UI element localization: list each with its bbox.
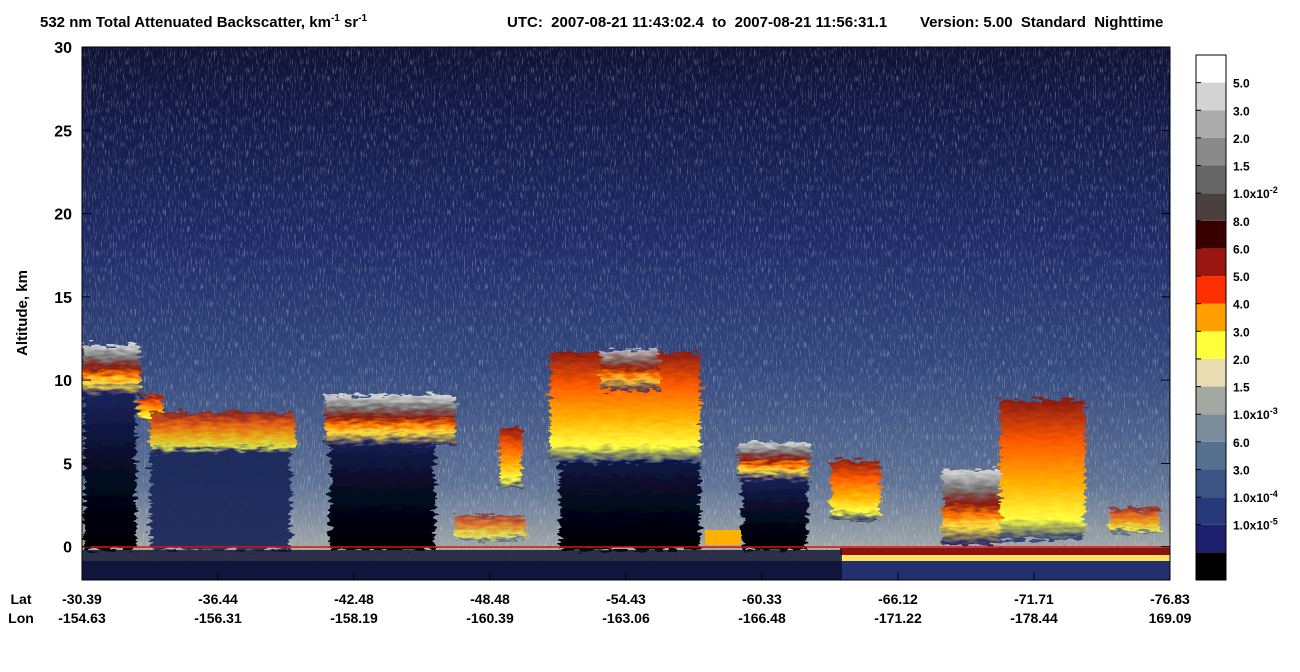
colorbar-label-text: 3.0: [1233, 463, 1250, 477]
colorbar-swatch: [1196, 193, 1226, 221]
colorbar-label-text: 3.0: [1233, 325, 1250, 339]
colorbar-label: 3.0: [1233, 463, 1250, 477]
lat-tick-label: -76.83: [1150, 591, 1190, 607]
colorbar-label: 1.5: [1233, 160, 1250, 174]
y-tick-label: 30: [54, 40, 72, 57]
lon-label: Lon: [8, 610, 34, 626]
colorbar-label-text: 2.0: [1233, 353, 1250, 367]
colorbar-label-text: 5.0: [1233, 270, 1250, 284]
colorbar-swatch: [1196, 441, 1226, 470]
colorbar-label-text: 2.0: [1233, 132, 1250, 146]
lat-tick-label: -48.48: [470, 591, 510, 607]
lon-tick-label: -156.31: [194, 610, 242, 626]
colorbar-swatch: [1196, 220, 1226, 249]
lon-tick-label: -171.22: [874, 610, 922, 626]
colorbar-label: 1.0x10-2: [1233, 185, 1278, 201]
colorbar-label: 1.0x10-4: [1233, 489, 1278, 505]
backscatter-field: [82, 47, 1170, 580]
colorbar-swatch: [1196, 55, 1226, 83]
lon-tick-label: -163.06: [602, 610, 650, 626]
lon-tick-label: -158.19: [330, 610, 378, 626]
colorbar-label: 3.0: [1233, 104, 1250, 118]
colorbar-swatch: [1196, 386, 1226, 415]
colorbar-label-text: 1.0x10: [1233, 187, 1270, 201]
colorbar-swatch: [1196, 276, 1226, 304]
colorbar-label: 3.0: [1233, 325, 1250, 339]
colorbar-label: 2.0: [1233, 353, 1250, 367]
colorbar-label: 5.0: [1233, 77, 1250, 91]
colorbar-label-text: 3.0: [1233, 104, 1250, 118]
colorbar-label-text: 1.5: [1233, 160, 1250, 174]
colorbar-label: 6.0: [1233, 242, 1250, 256]
title-exp: -1: [331, 13, 340, 24]
time-range: UTC: 2007-08-21 11:43:02.4 to 2007-08-21…: [507, 14, 887, 31]
colorbar-label-text: 6.0: [1233, 436, 1250, 450]
colorbar-label: 8.0: [1233, 215, 1250, 229]
colorbar-label-exp: -5: [1270, 517, 1278, 527]
lat-tick-label: -36.44: [198, 591, 238, 607]
lat-tick-label: -60.33: [742, 591, 782, 607]
colorbar-swatch: [1196, 469, 1226, 498]
lon-tick-label: -178.44: [1010, 610, 1058, 626]
colorbar-swatch: [1196, 331, 1226, 359]
colorbar-label-text: 8.0: [1233, 215, 1250, 229]
colorbar-label-text: 4.0: [1233, 298, 1250, 312]
y-tick-label: 15: [54, 290, 72, 307]
colorbar-label-text: 1.0x10: [1233, 491, 1270, 505]
colorbar-frame: [1195, 54, 1227, 581]
title-mid: sr: [340, 14, 359, 31]
colorbar-swatch: [1196, 358, 1226, 387]
lon-tick-label: 169.09: [1149, 610, 1192, 626]
colorbar-label-text: 1.0x10: [1233, 408, 1270, 422]
colorbar-swatch: [1196, 303, 1226, 332]
colorbar-swatch: [1196, 497, 1226, 525]
colorbar-label-text: 1.5: [1233, 381, 1250, 395]
colorbar-label-text: 1.0x10: [1233, 519, 1270, 533]
colorbar-label-exp: -3: [1270, 406, 1278, 416]
colorbar-label-text: 5.0: [1233, 77, 1250, 91]
lat-tick-label: -30.39: [62, 591, 102, 607]
colorbar-swatch: [1196, 137, 1226, 166]
colorbar-label: 1.5: [1233, 381, 1250, 395]
colorbar-swatch: [1196, 165, 1226, 194]
colorbar-swatch: [1196, 524, 1226, 553]
colorbar-label: 1.0x10-5: [1233, 517, 1278, 533]
lon-tick-label: -166.48: [738, 610, 786, 626]
title-exp: -1: [358, 13, 367, 24]
colorbar-label: 1.0x10-3: [1233, 406, 1278, 422]
lat-tick-label: -71.71: [1014, 591, 1054, 607]
lat-tick-label: -54.43: [606, 591, 646, 607]
colorbar-label-exp: -2: [1270, 185, 1278, 195]
colorbar-swatch: [1196, 248, 1226, 277]
colorbar-label: 4.0: [1233, 298, 1250, 312]
y-axis-title: Altitude, km: [14, 270, 31, 356]
chart-title: 532 nm Total Attenuated Backscatter, km-…: [40, 13, 368, 31]
lon-tick-label: -154.63: [58, 610, 106, 626]
lat-tick-label: -42.48: [334, 591, 374, 607]
colorbar-swatch: [1196, 110, 1226, 138]
lon-tick-label: -160.39: [466, 610, 514, 626]
y-tick-label: 25: [54, 123, 72, 140]
lat-label: Lat: [11, 591, 32, 607]
title-main: 532 nm Total Attenuated Backscatter, km: [40, 14, 331, 31]
colorbar-label-exp: -4: [1270, 489, 1278, 499]
y-tick-label: 0: [63, 540, 72, 557]
colorbar-label-text: 6.0: [1233, 242, 1250, 256]
colorbar-swatch: [1196, 552, 1226, 580]
colorbar-swatch: [1196, 414, 1226, 442]
colorbar-label: 6.0: [1233, 436, 1250, 450]
y-tick-label: 20: [54, 207, 72, 224]
y-tick-label: 10: [54, 373, 72, 390]
colorbar-label: 5.0: [1233, 270, 1250, 284]
colorbar-swatch: [1196, 82, 1226, 111]
version: Version: 5.00 Standard Nighttime: [920, 14, 1163, 31]
lat-tick-label: -66.12: [878, 591, 918, 607]
colorbar-label: 2.0: [1233, 132, 1250, 146]
y-tick-label: 5: [63, 456, 72, 473]
